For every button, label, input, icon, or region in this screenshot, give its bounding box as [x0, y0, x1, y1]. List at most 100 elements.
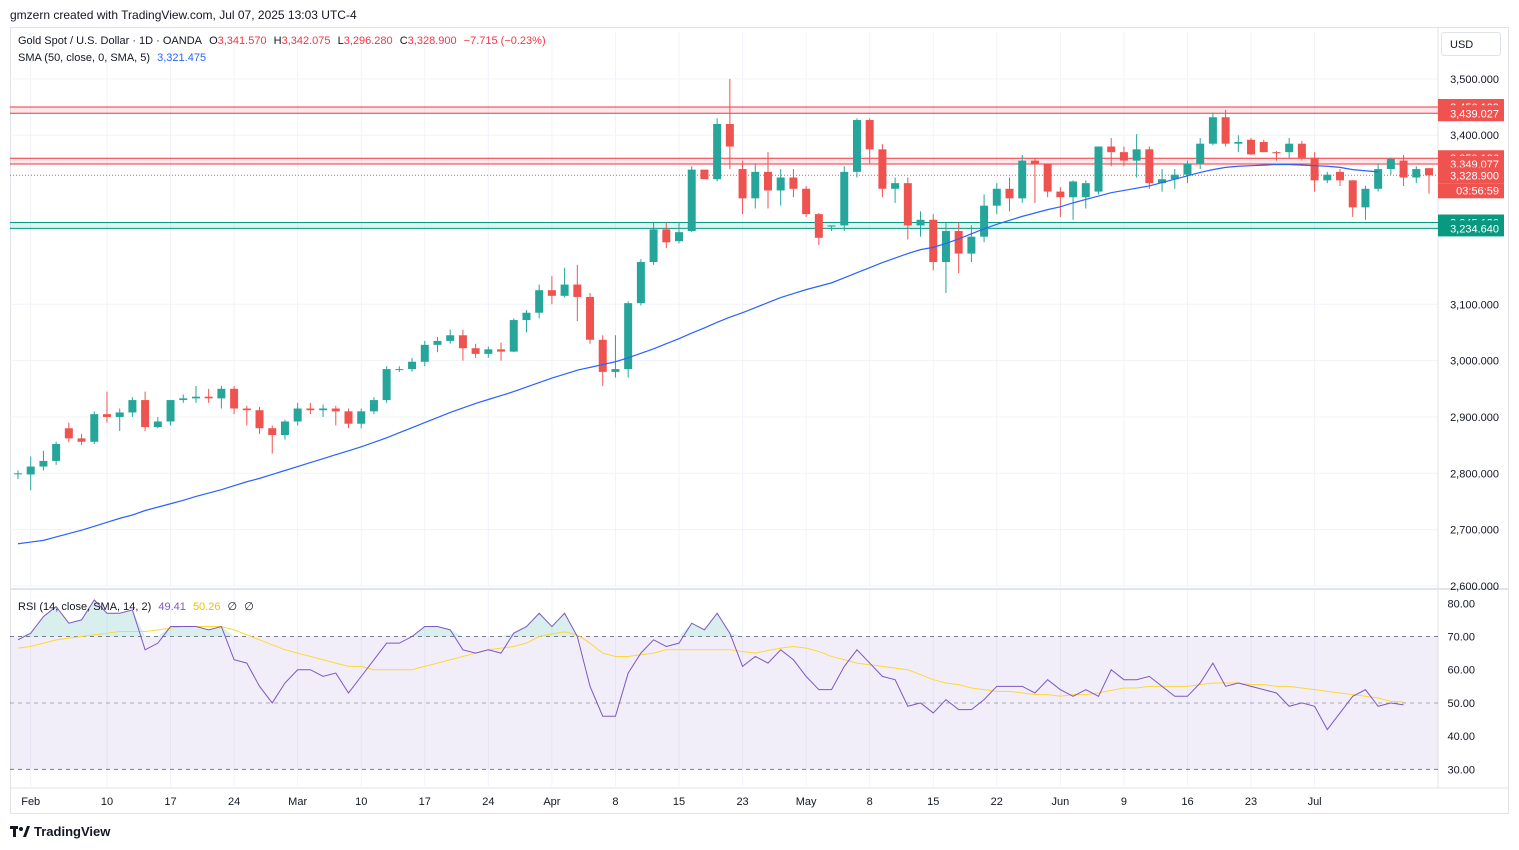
close-value: 3,328.900 — [407, 35, 457, 47]
rsi-value: 49.41 — [158, 601, 186, 613]
rsi-ma-value: 50.26 — [192, 601, 221, 613]
candle-body — [382, 369, 391, 401]
candle-body — [458, 335, 467, 349]
rsi-tick-label: 60.00 — [1447, 665, 1475, 677]
time-tick-label: 10 — [355, 796, 367, 808]
candle-body — [433, 340, 442, 345]
time-tick-label: 8 — [612, 796, 618, 808]
candle-body — [1030, 160, 1039, 165]
candle-body — [1386, 158, 1395, 170]
candle-body — [141, 400, 150, 428]
candle-body — [1412, 169, 1421, 178]
candle-body — [153, 421, 162, 428]
candle-body — [725, 123, 734, 147]
candle-body — [916, 219, 925, 226]
tradingview-brand[interactable]: TradingView — [10, 824, 110, 839]
currency-button[interactable]: USD — [1441, 32, 1501, 56]
time-tick-label: Mar — [288, 796, 307, 808]
candle-body — [408, 361, 417, 370]
candle-body — [1399, 160, 1408, 178]
attribution-text: gmzern created with TradingView.com, Jul… — [10, 8, 357, 22]
candle-body — [395, 369, 404, 371]
high-value: 3,342.075 — [281, 35, 331, 47]
candle-body — [319, 408, 328, 411]
candle-body — [1158, 179, 1167, 184]
candle-body — [1310, 157, 1319, 181]
resistance-zone — [10, 158, 1438, 164]
candle-body — [52, 444, 61, 461]
time-tick-label: 17 — [419, 796, 431, 808]
time-tick-label: 10 — [101, 796, 113, 808]
price-tag-bg — [1438, 220, 1504, 237]
candle-body — [497, 349, 506, 352]
candle-body — [840, 171, 849, 226]
candle-body — [280, 421, 289, 435]
sma-label[interactable]: SMA (50, close, 0, SMA, 5) — [18, 52, 151, 64]
candle-body — [369, 400, 378, 412]
time-tick-label: 17 — [164, 796, 176, 808]
candle-body — [115, 412, 124, 417]
candle-body — [814, 214, 823, 238]
time-tick-label: 15 — [927, 796, 939, 808]
candle-body — [1234, 142, 1243, 144]
open-label: O — [209, 35, 218, 47]
candle-body — [675, 232, 684, 242]
candle-body — [179, 398, 188, 401]
candle-body — [1043, 164, 1052, 192]
price-tag-label: 3,234.640 — [1450, 223, 1499, 235]
price-tick-label: 2,800.000 — [1450, 468, 1499, 480]
price-tag-bg — [1438, 167, 1504, 184]
candle-body — [217, 388, 226, 399]
candle-body — [191, 396, 200, 399]
sma-line — [17, 163, 1379, 545]
time-tick-label: Apr — [543, 796, 560, 808]
candle-body — [242, 408, 251, 411]
price-tag-bg — [1438, 105, 1504, 122]
resistance-zone — [10, 107, 1438, 114]
time-tick-label: 22 — [991, 796, 1003, 808]
price-tag-label: 3,439.027 — [1450, 108, 1499, 120]
candle-body — [929, 219, 938, 263]
time-tick-label: 24 — [228, 796, 240, 808]
rsi-label[interactable]: RSI (14, close, SMA, 14, 2) — [18, 601, 152, 613]
candle-body — [128, 400, 137, 413]
price-tick-label: 2,900.000 — [1450, 412, 1499, 424]
candle-body — [1170, 174, 1179, 180]
brand-name: TradingView — [34, 824, 111, 839]
candle-body — [547, 290, 556, 296]
time-tick-label: May — [796, 796, 817, 808]
candle-body — [763, 171, 772, 191]
low-value: 3,296.280 — [343, 35, 393, 47]
candle-body — [852, 120, 861, 172]
candle-body — [484, 349, 493, 354]
candle-body — [446, 335, 455, 341]
candle-body — [1221, 117, 1230, 144]
symbol-label[interactable]: Gold Spot / U.S. Dollar · 1D · OANDA — [18, 35, 202, 47]
time-tick-label: 9 — [1121, 796, 1127, 808]
candle-body — [941, 231, 950, 263]
time-tick-label: Jul — [1308, 796, 1322, 808]
candle-body — [1196, 143, 1205, 164]
candle-body — [1005, 188, 1014, 199]
candle-body — [1336, 171, 1345, 181]
rsi-line — [17, 599, 1404, 731]
candle-body — [1081, 183, 1090, 198]
rsi-tick-label: 80.00 — [1447, 598, 1475, 610]
tradingview-logo-icon — [10, 825, 30, 837]
price-tick-label: 3,100.000 — [1450, 299, 1499, 311]
time-tick-label: 23 — [736, 796, 748, 808]
rsi-ma-line — [17, 626, 1404, 703]
candle-body — [1145, 149, 1154, 184]
candle-body — [891, 183, 900, 189]
candle-body — [471, 348, 480, 354]
candle-body — [662, 229, 671, 243]
candle-body — [624, 303, 633, 370]
candle-body — [230, 388, 239, 409]
candle-body — [535, 290, 544, 313]
candle-body — [1183, 163, 1192, 175]
candle-body — [700, 169, 709, 180]
candle-body — [1361, 188, 1370, 208]
candle-body — [64, 428, 73, 439]
candle-body — [1208, 117, 1217, 144]
